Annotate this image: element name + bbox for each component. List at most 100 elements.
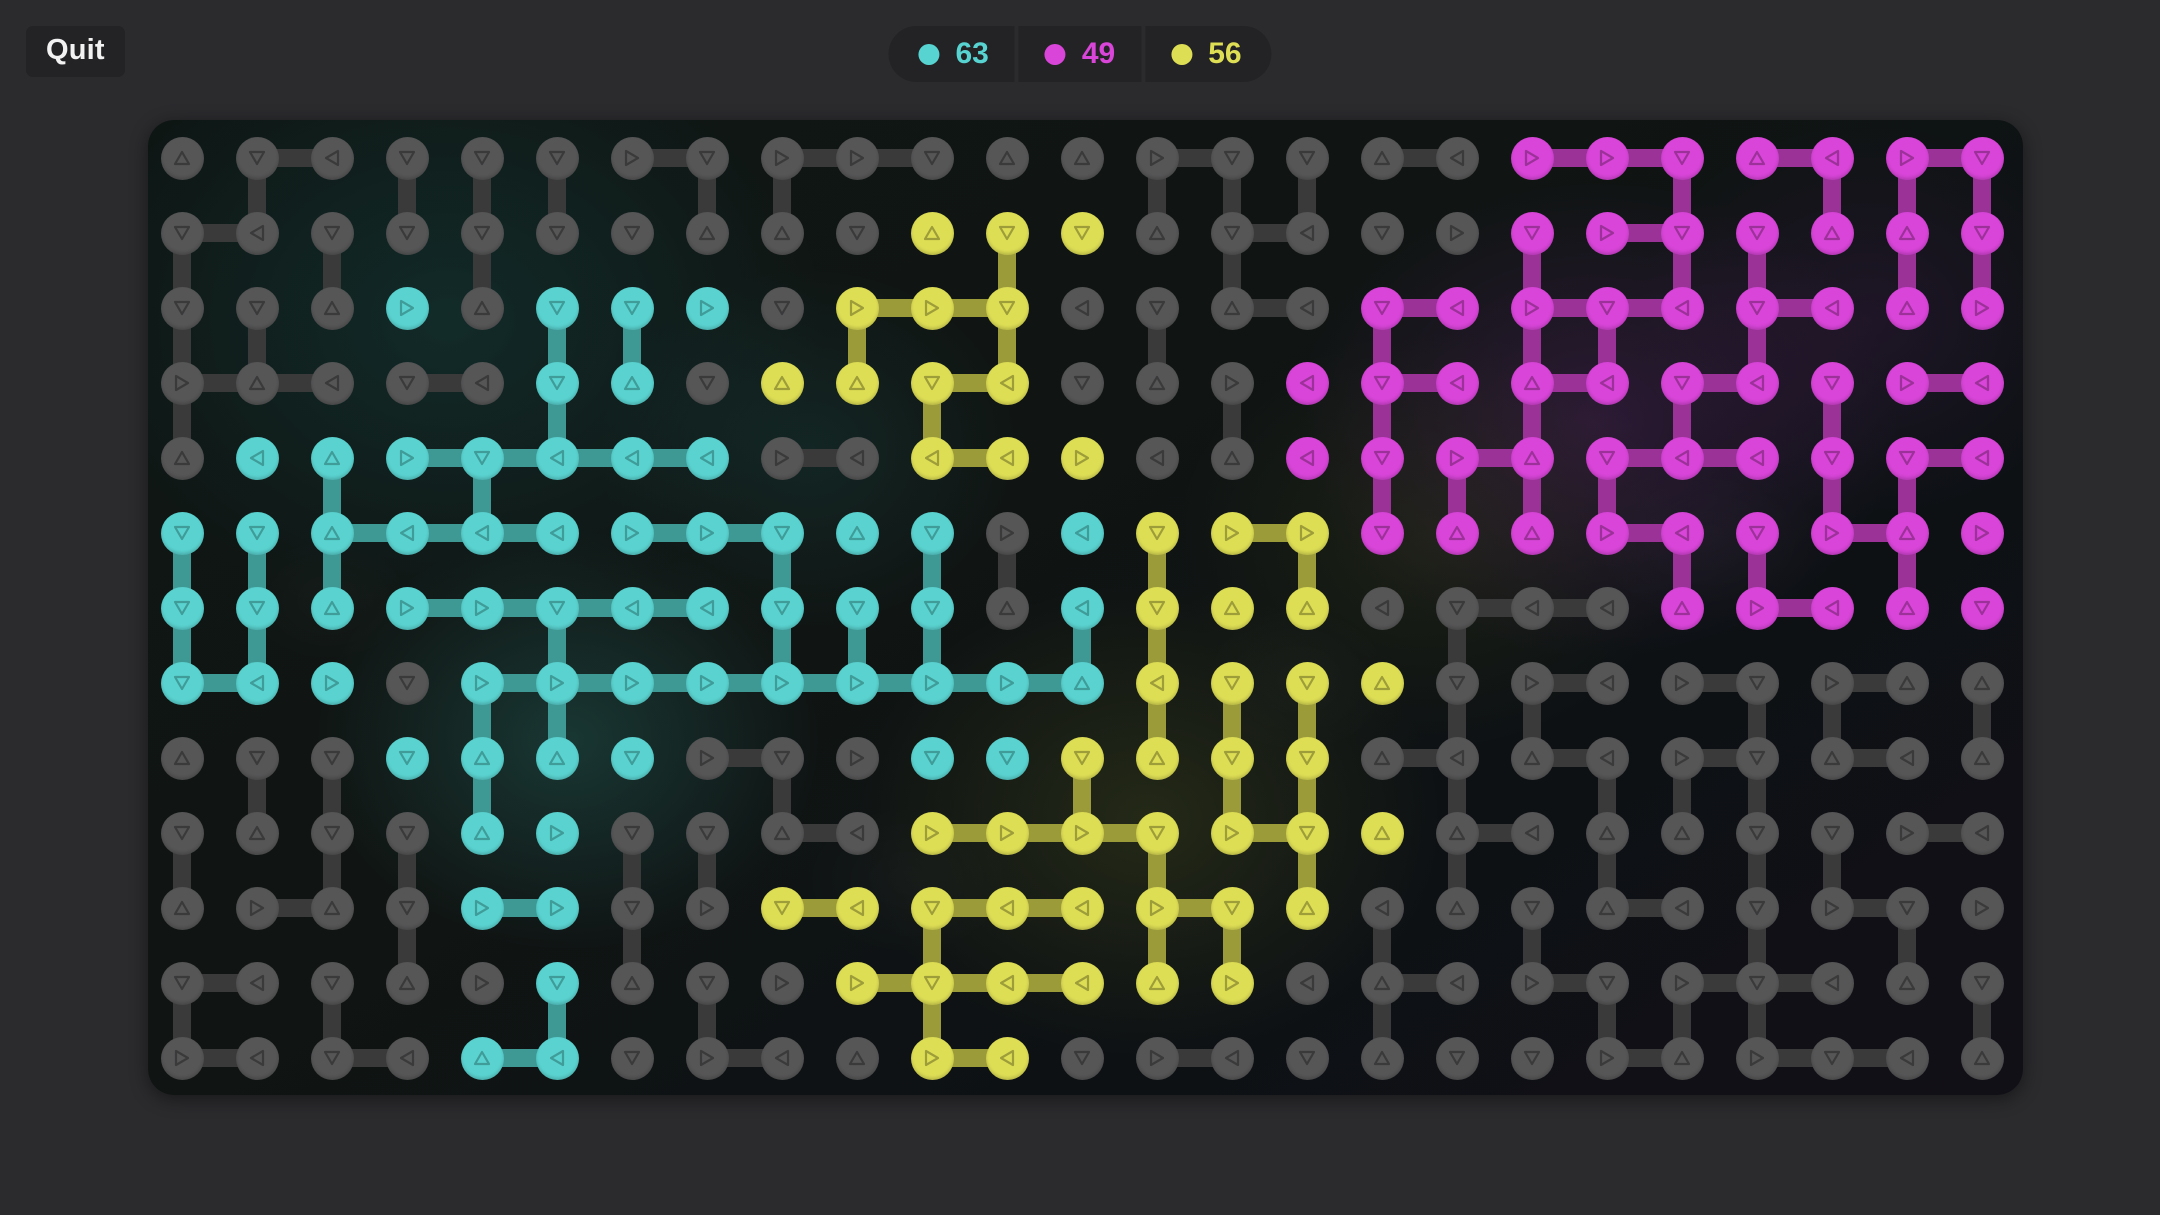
grid-node-yellow-r12c15[interactable] <box>1210 961 1254 1005</box>
grid-node-neutral-r9c23[interactable] <box>1810 736 1854 780</box>
grid-node-neutral-r10c4[interactable] <box>385 811 429 855</box>
grid-node-yellow-r10c13[interactable] <box>1060 811 1104 855</box>
grid-node-yellow-r13c11[interactable] <box>910 1036 954 1080</box>
grid-node-neutral-r13c7[interactable] <box>610 1036 654 1080</box>
grid-node-neutral-r10c3[interactable] <box>310 811 354 855</box>
grid-node-cyan-r7c4[interactable] <box>385 586 429 630</box>
grid-node-yellow-r11c15[interactable] <box>1210 886 1254 930</box>
grid-node-magenta-r2c24[interactable] <box>1885 211 1929 255</box>
grid-node-neutral-r9c18[interactable] <box>1435 736 1479 780</box>
grid-node-neutral-r1c15[interactable] <box>1210 136 1254 180</box>
grid-node-neutral-r10c1[interactable] <box>160 811 204 855</box>
grid-node-neutral-r1c18[interactable] <box>1435 136 1479 180</box>
grid-node-neutral-r9c8[interactable] <box>685 736 729 780</box>
grid-node-yellow-r4c11[interactable] <box>910 361 954 405</box>
grid-node-cyan-r5c3[interactable] <box>310 436 354 480</box>
grid-node-neutral-r8c20[interactable] <box>1585 661 1629 705</box>
grid-node-yellow-r3c12[interactable] <box>985 286 1029 330</box>
grid-node-neutral-r10c25[interactable] <box>1960 811 2004 855</box>
grid-node-neutral-r10c21[interactable] <box>1660 811 1704 855</box>
grid-node-neutral-r4c2[interactable] <box>235 361 279 405</box>
grid-node-neutral-r13c25[interactable] <box>1960 1036 2004 1080</box>
grid-node-magenta-r5c25[interactable] <box>1960 436 2004 480</box>
grid-node-neutral-r1c2[interactable] <box>235 136 279 180</box>
grid-node-neutral-r10c22[interactable] <box>1735 811 1779 855</box>
grid-node-neutral-r12c5[interactable] <box>460 961 504 1005</box>
grid-node-cyan-r8c6[interactable] <box>535 661 579 705</box>
grid-node-neutral-r4c5[interactable] <box>460 361 504 405</box>
grid-node-yellow-r11c13[interactable] <box>1060 886 1104 930</box>
grid-node-magenta-r2c25[interactable] <box>1960 211 2004 255</box>
grid-node-yellow-r3c10[interactable] <box>835 286 879 330</box>
grid-node-neutral-r3c15[interactable] <box>1210 286 1254 330</box>
grid-node-magenta-r6c21[interactable] <box>1660 511 1704 555</box>
grid-node-yellow-r4c10[interactable] <box>835 361 879 405</box>
grid-node-neutral-r2c17[interactable] <box>1360 211 1404 255</box>
grid-node-yellow-r6c16[interactable] <box>1285 511 1329 555</box>
grid-node-cyan-r7c7[interactable] <box>610 586 654 630</box>
grid-node-yellow-r12c10[interactable] <box>835 961 879 1005</box>
grid-node-cyan-r3c6[interactable] <box>535 286 579 330</box>
grid-node-neutral-r3c3[interactable] <box>310 286 354 330</box>
quit-button[interactable]: Quit <box>26 26 125 77</box>
grid-node-neutral-r2c16[interactable] <box>1285 211 1329 255</box>
grid-node-neutral-r12c20[interactable] <box>1585 961 1629 1005</box>
grid-node-magenta-r3c25[interactable] <box>1960 286 2004 330</box>
grid-node-neutral-r8c21[interactable] <box>1660 661 1704 705</box>
grid-node-magenta-r4c23[interactable] <box>1810 361 1854 405</box>
grid-node-neutral-r9c3[interactable] <box>310 736 354 780</box>
grid-node-cyan-r3c8[interactable] <box>685 286 729 330</box>
grid-node-neutral-r3c9[interactable] <box>760 286 804 330</box>
grid-node-yellow-r6c15[interactable] <box>1210 511 1254 555</box>
grid-node-neutral-r1c17[interactable] <box>1360 136 1404 180</box>
grid-node-cyan-r6c9[interactable] <box>760 511 804 555</box>
grid-node-cyan-r8c2[interactable] <box>235 661 279 705</box>
grid-node-neutral-r1c16[interactable] <box>1285 136 1329 180</box>
grid-node-neutral-r5c1[interactable] <box>160 436 204 480</box>
grid-node-yellow-r12c12[interactable] <box>985 961 1029 1005</box>
grid-node-neutral-r2c1[interactable] <box>160 211 204 255</box>
grid-node-neutral-r10c18[interactable] <box>1435 811 1479 855</box>
grid-node-cyan-r9c5[interactable] <box>460 736 504 780</box>
grid-node-cyan-r8c9[interactable] <box>760 661 804 705</box>
grid-node-neutral-r8c4[interactable] <box>385 661 429 705</box>
grid-node-neutral-r12c17[interactable] <box>1360 961 1404 1005</box>
grid-node-neutral-r3c1[interactable] <box>160 286 204 330</box>
grid-node-yellow-r2c12[interactable] <box>985 211 1029 255</box>
grid-node-neutral-r11c8[interactable] <box>685 886 729 930</box>
grid-node-neutral-r8c25[interactable] <box>1960 661 2004 705</box>
grid-node-neutral-r12c1[interactable] <box>160 961 204 1005</box>
grid-node-yellow-r5c13[interactable] <box>1060 436 1104 480</box>
grid-node-neutral-r12c19[interactable] <box>1510 961 1554 1005</box>
grid-node-neutral-r1c5[interactable] <box>460 136 504 180</box>
grid-node-neutral-r1c4[interactable] <box>385 136 429 180</box>
grid-node-magenta-r4c22[interactable] <box>1735 361 1779 405</box>
grid-node-yellow-r10c17[interactable] <box>1360 811 1404 855</box>
grid-node-magenta-r3c18[interactable] <box>1435 286 1479 330</box>
grid-node-neutral-r13c22[interactable] <box>1735 1036 1779 1080</box>
grid-node-magenta-r4c19[interactable] <box>1510 361 1554 405</box>
grid-node-magenta-r1c19[interactable] <box>1510 136 1554 180</box>
grid-node-neutral-r13c3[interactable] <box>310 1036 354 1080</box>
grid-node-neutral-r3c5[interactable] <box>460 286 504 330</box>
grid-node-magenta-r5c18[interactable] <box>1435 436 1479 480</box>
grid-node-yellow-r9c14[interactable] <box>1135 736 1179 780</box>
grid-node-neutral-r9c9[interactable] <box>760 736 804 780</box>
grid-node-magenta-r6c17[interactable] <box>1360 511 1404 555</box>
grid-node-cyan-r4c7[interactable] <box>610 361 654 405</box>
grid-node-neutral-r1c7[interactable] <box>610 136 654 180</box>
grid-node-cyan-r7c6[interactable] <box>535 586 579 630</box>
grid-node-magenta-r7c24[interactable] <box>1885 586 1929 630</box>
grid-node-neutral-r12c25[interactable] <box>1960 961 2004 1005</box>
grid-node-neutral-r11c17[interactable] <box>1360 886 1404 930</box>
grid-node-neutral-r8c19[interactable] <box>1510 661 1554 705</box>
grid-node-neutral-r11c22[interactable] <box>1735 886 1779 930</box>
grid-node-cyan-r6c7[interactable] <box>610 511 654 555</box>
grid-node-neutral-r11c7[interactable] <box>610 886 654 930</box>
grid-node-neutral-r4c15[interactable] <box>1210 361 1254 405</box>
grid-node-cyan-r5c2[interactable] <box>235 436 279 480</box>
grid-node-yellow-r10c11[interactable] <box>910 811 954 855</box>
grid-node-neutral-r4c13[interactable] <box>1060 361 1104 405</box>
grid-node-neutral-r9c2[interactable] <box>235 736 279 780</box>
grid-node-neutral-r11c20[interactable] <box>1585 886 1629 930</box>
